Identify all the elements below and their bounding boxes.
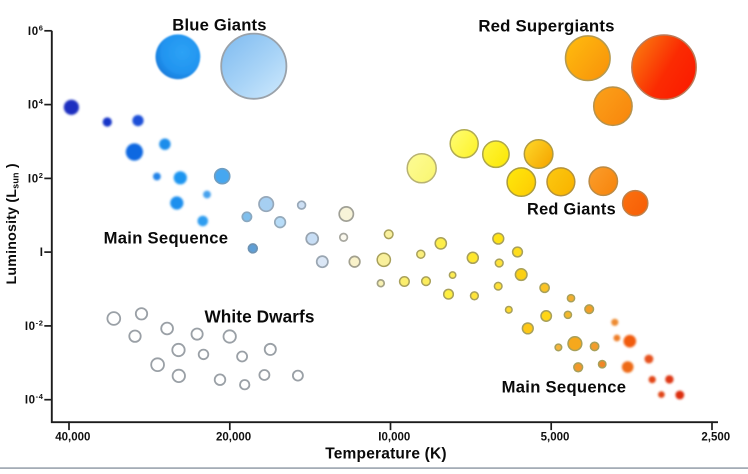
svg-text:Luminosity (Lsun ): Luminosity (Lsun ) <box>4 163 21 284</box>
svg-text:Red Giants: Red Giants <box>527 200 616 218</box>
svg-text:Main Sequence: Main Sequence <box>104 229 229 248</box>
svg-text:Temperature (K): Temperature (K) <box>325 445 447 462</box>
svg-text:I: I <box>40 247 44 259</box>
svg-text:40,000: 40,000 <box>55 432 90 444</box>
svg-text:White Dwarfs: White Dwarfs <box>204 306 314 326</box>
svg-text:I0,000: I0,000 <box>378 432 410 444</box>
svg-text:20,000: 20,000 <box>216 432 251 444</box>
svg-text:5,000: 5,000 <box>541 432 570 444</box>
svg-text:Red Supergiants: Red Supergiants <box>478 16 614 35</box>
svg-text:Blue Giants: Blue Giants <box>172 15 266 34</box>
svg-text:2,500: 2,500 <box>701 432 730 444</box>
svg-text:Main Sequence: Main Sequence <box>502 377 627 396</box>
